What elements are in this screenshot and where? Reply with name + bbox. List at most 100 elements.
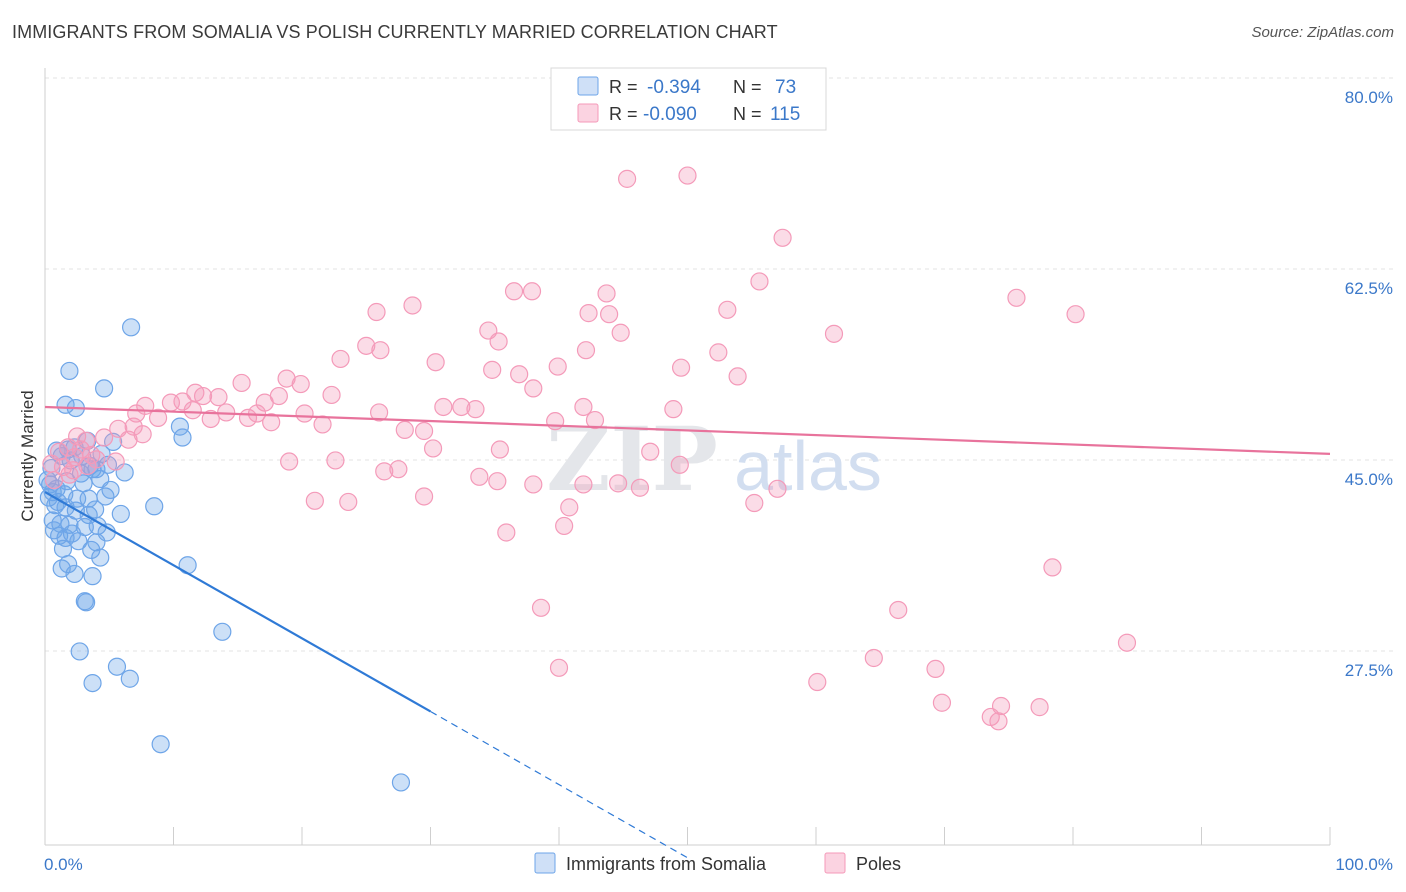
poles-point: [745, 493, 764, 513]
series-legend: Immigrants from Somalia Poles: [534, 852, 901, 874]
poles-point: [313, 415, 332, 434]
poles-point: [932, 693, 952, 712]
poles-point: [65, 448, 84, 467]
poles-point: [60, 465, 79, 484]
poles-point: [750, 272, 769, 291]
somalia-point: [62, 524, 82, 543]
poles-point: [1030, 698, 1049, 717]
poles-point: [641, 442, 660, 461]
poles-point: [522, 282, 542, 301]
somalia-point: [120, 669, 139, 688]
poles-point: [389, 460, 408, 479]
poles-point: [395, 420, 414, 439]
poles-point: [414, 487, 434, 506]
poles-point: [926, 659, 945, 679]
somalia-points: [38, 318, 411, 792]
poles-point: [414, 421, 434, 441]
poles-point: [280, 452, 299, 471]
poles-point: [326, 451, 345, 470]
watermark-zip: ZIP: [546, 407, 718, 511]
poles-points: [42, 166, 1137, 731]
poles-point: [579, 304, 598, 323]
poles-point: [95, 428, 114, 447]
legend-r-label-poles: R =: [609, 104, 638, 124]
bottom-legend-swatch-poles: [824, 852, 846, 874]
poles-point: [277, 369, 296, 388]
x-ticks: [44, 827, 1331, 845]
poles-point: [148, 408, 168, 427]
poles-point: [238, 408, 258, 427]
poles-point: [510, 365, 529, 384]
poles-point: [555, 516, 574, 536]
poles-point: [981, 707, 1000, 727]
somalia-point: [121, 318, 141, 337]
bottom-legend-label-somalia: Immigrants from Somalia: [566, 854, 767, 874]
poles-point: [77, 431, 96, 450]
somalia-point: [83, 673, 102, 693]
somalia-trend-line: [44, 491, 432, 713]
somalia-point: [391, 773, 411, 792]
poles-point: [497, 523, 516, 542]
somalia-point: [101, 480, 120, 500]
poles-point: [618, 169, 637, 188]
poles-point: [403, 296, 422, 315]
legend-r-label-somalia: R =: [609, 77, 638, 97]
chart-title: IMMIGRANTS FROM SOMALIA VS POLISH CURREN…: [12, 22, 778, 42]
poles-point: [1043, 558, 1062, 577]
x-tick-label-min: 0.0%: [44, 855, 83, 874]
somalia-point: [91, 548, 110, 567]
somalia-point: [107, 657, 127, 676]
y-tick-label: 27.5%: [1345, 661, 1393, 680]
chart-source: Source: ZipAtlas.com: [1251, 24, 1394, 41]
poles-point: [232, 373, 251, 393]
poles-point: [548, 357, 567, 376]
somalia-point: [53, 539, 73, 558]
poles-point: [466, 400, 485, 419]
poles-point: [295, 404, 314, 423]
legend-r-value-poles: -0.090: [643, 104, 697, 125]
poles-point: [864, 648, 883, 668]
poles-point: [585, 410, 605, 430]
poles-point: [87, 450, 106, 469]
poles-trend-line: [44, 405, 1331, 455]
somalia-point: [95, 379, 114, 398]
poles-point: [531, 598, 551, 617]
poles-point: [133, 425, 152, 444]
poles-point: [709, 343, 728, 362]
somalia-point: [75, 592, 94, 611]
poles-point: [664, 400, 683, 419]
poles-point: [808, 672, 827, 692]
poles-point: [1117, 633, 1137, 652]
poles-point: [291, 374, 310, 394]
y-tick-labels: 27.5% 45.0% 62.5% 80.0%: [1345, 88, 1393, 680]
poles-point: [611, 323, 630, 342]
somalia-point: [74, 474, 93, 493]
legend-swatch-somalia: [577, 76, 599, 96]
poles-point: [434, 397, 453, 417]
legend-n-value-somalia: 73: [775, 77, 796, 98]
poles-point: [452, 397, 471, 417]
somalia-point: [83, 567, 102, 586]
poles-point: [375, 462, 394, 481]
poles-point: [824, 324, 844, 343]
poles-point: [574, 397, 593, 417]
y-tick-label: 45.0%: [1345, 470, 1393, 489]
poles-point: [574, 475, 593, 494]
poles-point: [524, 475, 543, 494]
poles-point: [209, 388, 228, 407]
poles-point: [357, 336, 376, 355]
somalia-point: [69, 532, 88, 551]
poles-point: [470, 467, 489, 486]
poles-point: [78, 456, 97, 476]
poles-point: [305, 491, 324, 510]
poles-point: [71, 440, 91, 459]
poles-point: [671, 358, 691, 377]
poles-point: [331, 349, 350, 369]
y-tick-label: 62.5%: [1345, 279, 1393, 298]
somalia-point: [77, 593, 96, 612]
poles-point: [773, 228, 792, 247]
legend-n-label-somalia: N =: [733, 77, 762, 97]
stats-legend: R = -0.394 N = 73 R = -0.090 N = 115: [550, 67, 827, 131]
poles-point: [370, 403, 389, 422]
